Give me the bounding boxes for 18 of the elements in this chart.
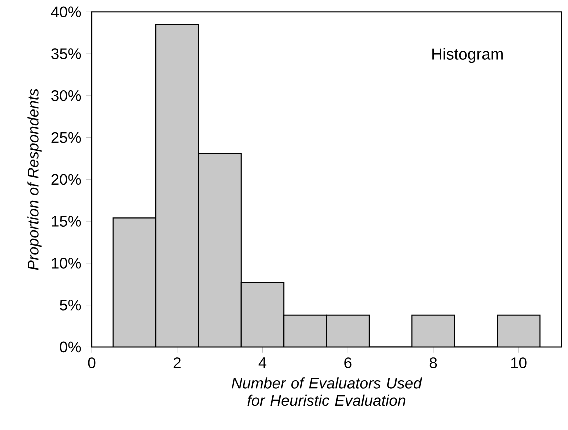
y-axis-title: Proportion of Respondents bbox=[28, 88, 42, 270]
y-tick-label: 30% bbox=[52, 90, 82, 102]
x-tick-label: 8 bbox=[430, 358, 438, 368]
x-axis-title: Number of Evaluators Used for Heuristic Evaluation bbox=[232, 378, 422, 406]
y-tick-label: 5% bbox=[60, 300, 82, 311]
x-tick-label: 4 bbox=[258, 358, 267, 368]
y-tick-label: 15% bbox=[52, 216, 82, 227]
x-tick-label: 0 bbox=[88, 358, 96, 368]
y-tick-label: 10% bbox=[52, 258, 82, 269]
y-tick-label: 40% bbox=[51, 6, 82, 18]
x-tick-label: 10 bbox=[512, 358, 527, 368]
x-tick-label: 6 bbox=[344, 358, 352, 368]
annotation: Histogram bbox=[432, 48, 503, 64]
x-tick-label: 2 bbox=[174, 358, 181, 368]
y-tick-label: 25% bbox=[52, 132, 82, 144]
y-tick-label: 0% bbox=[60, 342, 82, 353]
y-tick-label: 35% bbox=[52, 48, 82, 60]
y-tick-label: 20% bbox=[52, 174, 82, 186]
